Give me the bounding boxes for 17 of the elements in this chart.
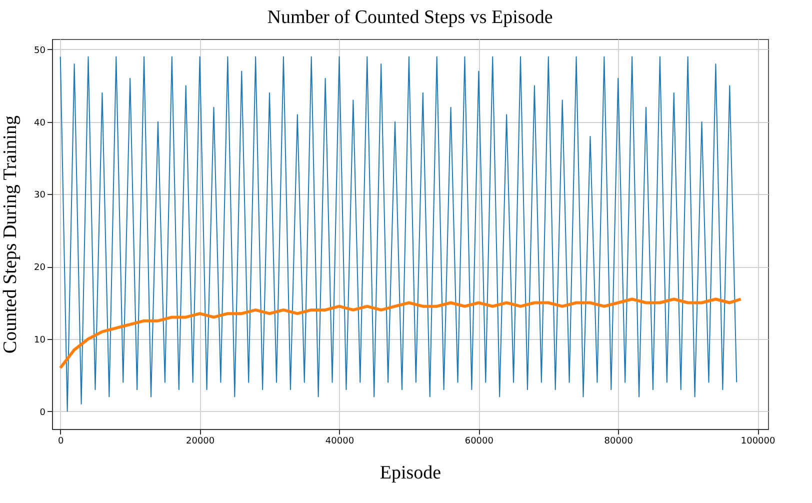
y-tick-label: 50	[34, 46, 46, 56]
y-tick-label: 40	[34, 118, 46, 128]
x-tick-label: 60000	[464, 436, 494, 446]
chart-title: Number of Counted Steps vs Episode	[267, 7, 553, 28]
x-tick-label: 0	[58, 436, 64, 446]
x-tick-label: 40000	[325, 436, 354, 446]
x-axis-title: Episode	[380, 462, 442, 484]
line-series	[60, 56, 738, 412]
x-tick-label: 20000	[186, 436, 215, 446]
y-tick-label: 30	[34, 190, 46, 201]
line-series	[58, 298, 742, 370]
y-tick-label: 10	[34, 335, 46, 346]
y-tick-label: 0	[40, 408, 46, 418]
x-tick-label: 100000	[740, 436, 776, 446]
y-tick-label: 20	[34, 263, 46, 274]
y-axis-title: Counted Steps During Training	[0, 114, 22, 354]
x-tick-label: 80000	[604, 436, 634, 446]
